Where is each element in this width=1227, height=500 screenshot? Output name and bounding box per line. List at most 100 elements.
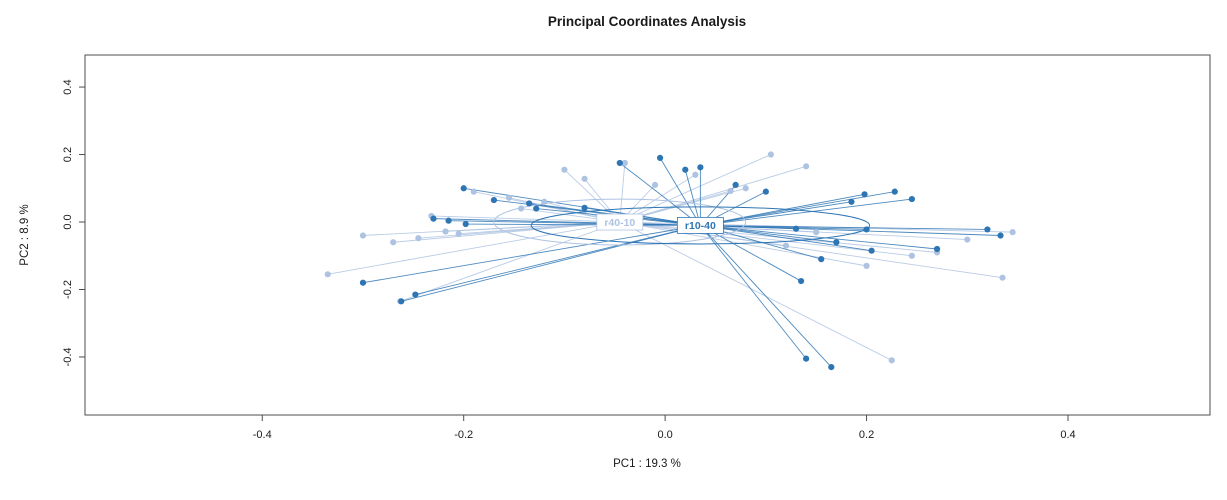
spider-line — [700, 198, 912, 226]
data-point — [621, 159, 628, 167]
data-point — [984, 226, 991, 233]
spider-line — [458, 221, 620, 235]
y-tick-label: -0.2 — [62, 280, 74, 299]
data-point — [656, 154, 664, 162]
y-tick-label: 0.2 — [62, 147, 74, 162]
spider-line — [564, 169, 621, 223]
data-point — [767, 151, 774, 158]
data-point — [797, 277, 805, 285]
spider-line — [415, 224, 701, 295]
data-point — [390, 239, 397, 246]
data-point — [324, 271, 331, 278]
spider-line — [659, 157, 701, 226]
group-ellipse — [530, 206, 871, 245]
centroid-label: r10-40 — [685, 220, 716, 232]
data-point — [526, 200, 533, 207]
spider-line — [700, 191, 895, 226]
centroid-label-box — [676, 216, 724, 234]
data-point — [682, 166, 689, 173]
data-point — [997, 232, 1004, 239]
data-point — [581, 204, 588, 211]
data-point — [581, 175, 588, 182]
spider-line — [619, 221, 867, 267]
spider-line — [327, 221, 620, 275]
data-point — [908, 252, 915, 259]
y-tick-label: -0.4 — [62, 347, 74, 366]
data-point — [470, 188, 477, 195]
x-tick-label: 0.4 — [1060, 429, 1075, 441]
data-point — [533, 205, 540, 212]
data-point — [455, 230, 462, 237]
data-point — [828, 363, 835, 371]
spider-line — [619, 162, 626, 223]
y-tick-label: 0.0 — [62, 214, 74, 229]
spider-line — [619, 165, 807, 223]
data-point — [964, 236, 971, 243]
data-point — [863, 262, 870, 269]
data-point — [818, 256, 825, 263]
data-point — [415, 235, 422, 242]
points-layer — [324, 151, 1016, 371]
ellipses-layer — [493, 198, 871, 246]
data-point — [933, 245, 941, 253]
y-axis-label: PC2 : 8.9 % — [19, 204, 31, 265]
data-point — [462, 220, 469, 228]
data-point — [430, 215, 437, 222]
centroid-label: r40-10 — [604, 217, 635, 229]
group-labels-layer: r40-10 r10-40 — [596, 213, 724, 234]
data-point — [359, 232, 367, 239]
data-point — [908, 195, 915, 203]
spider-line — [684, 169, 701, 226]
data-point — [561, 166, 568, 173]
spider-line — [401, 224, 701, 302]
data-point — [727, 187, 734, 195]
data-point — [1009, 229, 1016, 236]
data-point — [888, 357, 895, 364]
data-point — [732, 181, 739, 188]
spider-line — [700, 225, 832, 368]
chart-title: Principal Coordinates Analysis — [548, 14, 746, 29]
data-point — [505, 194, 513, 201]
spider-line — [465, 223, 701, 226]
data-point — [999, 274, 1006, 281]
data-point — [697, 164, 704, 171]
group-ellipse — [493, 198, 747, 246]
spider-line — [700, 224, 872, 252]
data-point — [742, 185, 749, 192]
data-point — [833, 239, 840, 246]
spider-line — [619, 221, 892, 361]
data-point — [541, 198, 548, 205]
spider-line — [431, 215, 620, 223]
data-point — [359, 279, 367, 286]
data-point — [398, 298, 405, 305]
spider-line — [448, 220, 701, 226]
data-point — [863, 226, 870, 233]
spider-line — [619, 162, 701, 226]
axes-layer: -0.4 -0.2 0.0 0.2 0.4 -0.4 -0.2 0.0 0.2 0.4 — [62, 79, 1076, 441]
data-point — [412, 291, 419, 298]
data-point — [803, 355, 810, 362]
spider-line — [700, 224, 1001, 236]
data-point — [868, 247, 875, 254]
x-tick-label: 0.0 — [657, 429, 672, 441]
centroid-label-box — [596, 213, 644, 231]
x-tick-label: -0.2 — [454, 429, 473, 441]
x-axis-label: PC1 : 19.3 % — [613, 458, 681, 470]
spider-line — [619, 154, 772, 223]
data-point — [460, 185, 467, 192]
data-point — [891, 188, 898, 195]
spider-line — [362, 224, 701, 284]
spider-lines-layer — [327, 154, 1013, 368]
spider-line — [700, 224, 802, 282]
spider-line — [619, 221, 912, 257]
data-point — [651, 181, 659, 188]
spider-line — [700, 225, 807, 359]
data-point — [861, 191, 868, 198]
plot-border — [84, 54, 1211, 416]
data-point — [445, 217, 452, 224]
x-tick-label: 0.2 — [859, 429, 874, 441]
data-point — [762, 188, 769, 195]
data-point — [803, 163, 810, 170]
